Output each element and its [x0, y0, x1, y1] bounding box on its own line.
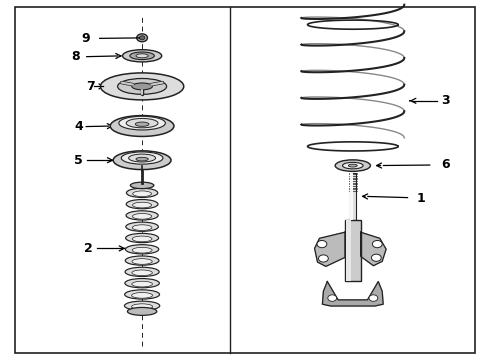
Bar [345, 220, 361, 281]
Ellipse shape [124, 301, 160, 310]
Ellipse shape [132, 213, 152, 219]
Ellipse shape [126, 199, 158, 209]
Ellipse shape [133, 202, 151, 208]
Text: 6: 6 [441, 158, 450, 171]
Ellipse shape [133, 191, 151, 197]
Ellipse shape [119, 116, 165, 130]
Circle shape [317, 240, 327, 248]
Ellipse shape [132, 259, 152, 264]
Ellipse shape [110, 116, 174, 136]
Circle shape [372, 240, 382, 248]
Ellipse shape [139, 36, 145, 40]
Polygon shape [315, 232, 345, 266]
Text: 9: 9 [81, 32, 90, 45]
Ellipse shape [126, 222, 158, 231]
Ellipse shape [128, 154, 155, 162]
Bar [346, 220, 351, 281]
Ellipse shape [113, 151, 171, 170]
Circle shape [371, 254, 381, 261]
Text: 7: 7 [86, 80, 95, 93]
Circle shape [328, 295, 337, 301]
Ellipse shape [127, 307, 157, 315]
Ellipse shape [100, 73, 184, 100]
Ellipse shape [121, 152, 163, 164]
Circle shape [318, 255, 328, 262]
Text: 3: 3 [441, 94, 450, 107]
Ellipse shape [125, 233, 159, 243]
Ellipse shape [125, 267, 159, 276]
Ellipse shape [125, 245, 159, 254]
Ellipse shape [132, 225, 152, 230]
Polygon shape [361, 232, 386, 266]
Bar [350, 173, 353, 220]
Ellipse shape [136, 157, 148, 161]
Ellipse shape [343, 162, 363, 169]
Bar [350, 173, 356, 220]
Ellipse shape [124, 290, 160, 299]
Ellipse shape [335, 160, 370, 171]
Polygon shape [322, 282, 383, 306]
Ellipse shape [132, 270, 152, 276]
Ellipse shape [118, 78, 167, 94]
Ellipse shape [125, 256, 159, 265]
Text: 4: 4 [74, 120, 83, 133]
Text: 8: 8 [72, 50, 80, 63]
Ellipse shape [137, 34, 147, 42]
Ellipse shape [132, 281, 152, 287]
Ellipse shape [126, 188, 158, 198]
Ellipse shape [132, 293, 152, 298]
Ellipse shape [132, 236, 152, 242]
Ellipse shape [126, 211, 158, 220]
Text: 1: 1 [417, 192, 426, 204]
Ellipse shape [132, 247, 152, 253]
Ellipse shape [130, 182, 154, 189]
Ellipse shape [125, 279, 159, 288]
Ellipse shape [131, 304, 153, 310]
Circle shape [369, 295, 378, 301]
Ellipse shape [135, 122, 149, 126]
Ellipse shape [132, 83, 152, 90]
Ellipse shape [126, 118, 158, 128]
Ellipse shape [130, 52, 154, 60]
Ellipse shape [348, 164, 357, 167]
Text: 2: 2 [84, 242, 93, 255]
Text: 5: 5 [74, 154, 83, 167]
Ellipse shape [122, 50, 162, 62]
Ellipse shape [136, 54, 148, 58]
